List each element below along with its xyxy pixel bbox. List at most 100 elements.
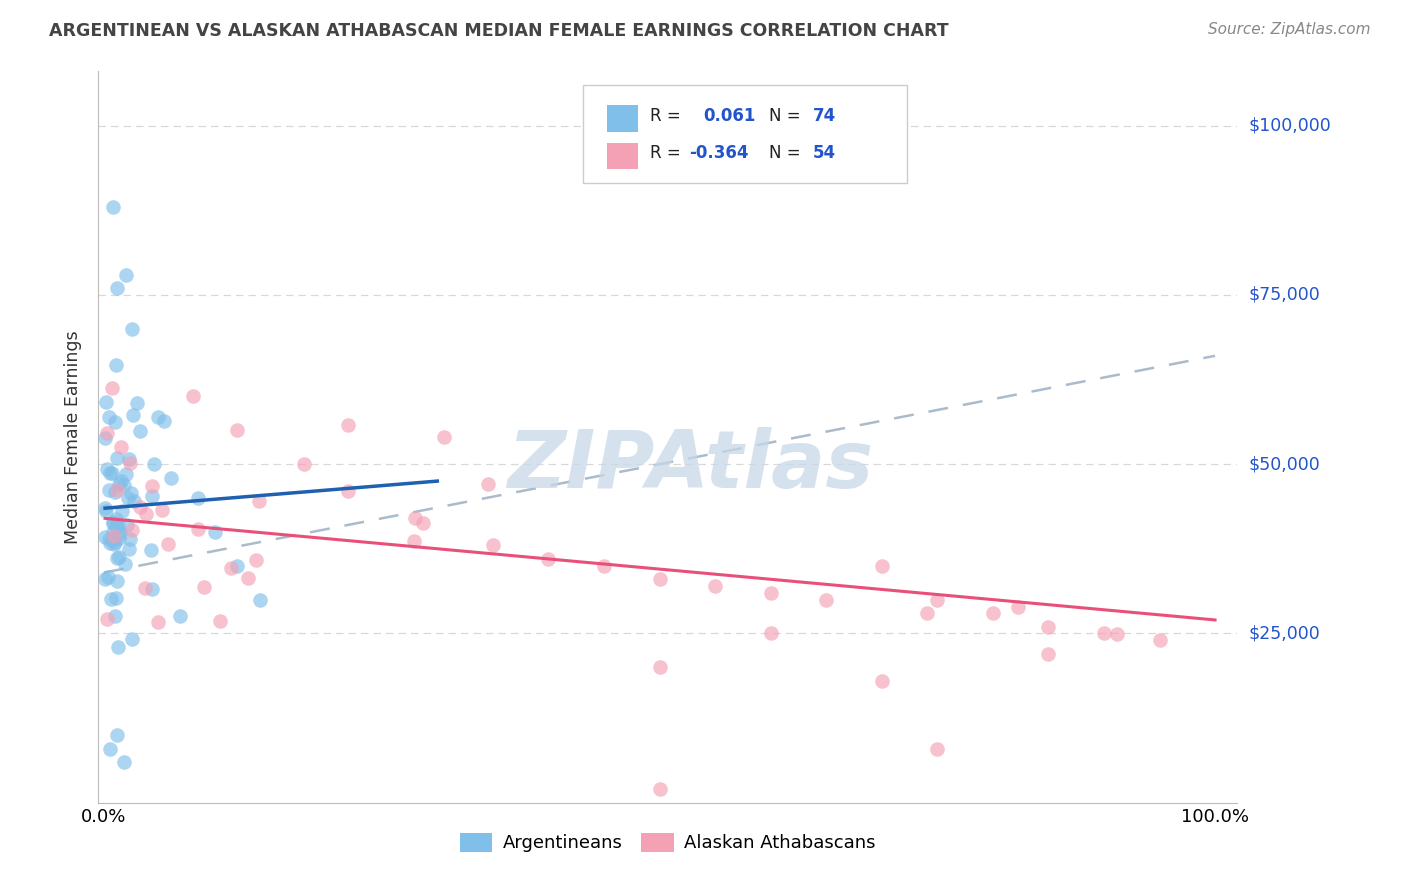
Point <box>98 741 121 756</box>
Point <box>105 512 128 526</box>
Point <box>103 515 125 529</box>
Point <box>108 525 131 540</box>
Point <box>247 494 270 508</box>
Point <box>245 553 267 567</box>
Text: N =: N = <box>769 145 800 162</box>
Point <box>122 494 145 508</box>
Point <box>159 471 181 485</box>
Point <box>249 592 271 607</box>
Point <box>193 581 215 595</box>
Text: $25,000: $25,000 <box>1249 624 1320 642</box>
Text: R =: R = <box>650 145 681 162</box>
Point <box>94 500 117 515</box>
Point <box>115 518 138 533</box>
Text: $75,000: $75,000 <box>1249 285 1320 304</box>
Point <box>187 491 209 505</box>
Text: ARGENTINEAN VS ALASKAN ATHABASCAN MEDIAN FEMALE EARNINGS CORRELATION CHART: ARGENTINEAN VS ALASKAN ATHABASCAN MEDIAN… <box>49 22 949 40</box>
Point <box>128 500 150 515</box>
Point <box>143 457 166 471</box>
Point <box>433 430 456 444</box>
Point <box>94 431 117 445</box>
Point <box>337 484 360 499</box>
Text: 74: 74 <box>813 107 837 125</box>
Point <box>146 615 169 629</box>
Point <box>815 592 838 607</box>
Text: 0.061: 0.061 <box>703 107 755 125</box>
Point <box>129 424 152 438</box>
Point <box>477 477 499 491</box>
Point <box>101 200 124 214</box>
Point <box>121 523 143 537</box>
Point <box>104 520 127 534</box>
Point <box>108 477 131 491</box>
Text: R =: R = <box>650 107 681 125</box>
Point <box>118 533 141 547</box>
Point <box>1149 633 1171 648</box>
Point <box>122 408 145 422</box>
Point <box>105 591 128 606</box>
Point <box>1038 620 1060 634</box>
Point <box>169 608 191 623</box>
Point <box>204 524 226 539</box>
Point <box>98 536 121 550</box>
Point <box>94 504 117 518</box>
Point <box>96 461 118 475</box>
Point <box>104 534 127 549</box>
Point <box>153 414 176 428</box>
Y-axis label: Median Female Earnings: Median Female Earnings <box>65 330 83 544</box>
Point <box>115 268 138 282</box>
Text: $50,000: $50,000 <box>1249 455 1320 473</box>
Point <box>404 533 426 548</box>
Text: $100,000: $100,000 <box>1249 117 1331 135</box>
Point <box>105 281 128 295</box>
Point <box>115 467 138 481</box>
Point <box>226 558 249 573</box>
Point <box>107 549 129 564</box>
Point <box>112 478 135 492</box>
Point <box>226 423 249 437</box>
Text: ZIPAtlas: ZIPAtlas <box>508 427 873 506</box>
Point <box>97 570 120 584</box>
Point <box>103 529 125 543</box>
Point <box>105 359 128 373</box>
Point <box>704 579 727 593</box>
Point <box>100 466 122 480</box>
Legend: Argentineans, Alaskan Athabascans: Argentineans, Alaskan Athabascans <box>453 826 883 860</box>
Point <box>107 517 129 532</box>
Point <box>96 611 118 625</box>
Point <box>187 522 209 536</box>
Text: Source: ZipAtlas.com: Source: ZipAtlas.com <box>1208 22 1371 37</box>
Point <box>141 582 163 597</box>
Point <box>118 452 141 467</box>
Point <box>1007 599 1029 614</box>
Point <box>404 511 426 525</box>
Point <box>648 660 671 674</box>
Point <box>209 614 232 628</box>
Point <box>105 450 128 465</box>
Point <box>593 558 616 573</box>
Point <box>108 531 131 545</box>
Point <box>181 389 204 403</box>
Point <box>121 632 143 646</box>
Point <box>412 516 434 531</box>
Point <box>105 483 128 497</box>
Point <box>118 542 141 557</box>
Point <box>135 508 157 522</box>
Point <box>117 491 139 505</box>
Point <box>146 409 169 424</box>
Point <box>1105 626 1128 640</box>
Point <box>104 415 127 429</box>
Point <box>97 532 120 546</box>
Point <box>94 572 117 586</box>
Point <box>121 322 143 336</box>
Point <box>105 551 128 566</box>
Point <box>141 543 163 558</box>
Point <box>125 396 148 410</box>
Point <box>537 552 560 566</box>
Point <box>110 474 132 488</box>
Point <box>107 640 129 655</box>
Point <box>648 782 671 797</box>
Point <box>98 409 121 424</box>
Point <box>141 489 163 503</box>
Point <box>101 532 124 546</box>
